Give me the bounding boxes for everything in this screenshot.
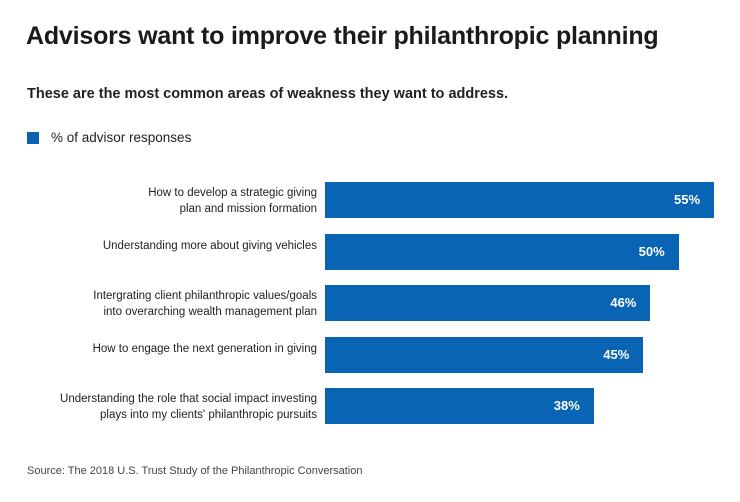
data-label: 55% <box>674 192 701 207</box>
category-label: How to develop a strategic giving plan a… <box>148 187 317 215</box>
bar <box>325 337 644 373</box>
data-label: 50% <box>638 244 665 259</box>
legend: % of advisor responses <box>27 130 191 145</box>
data-label: 45% <box>603 347 630 362</box>
chart-title: Advisors want to improve their philanthr… <box>26 22 659 50</box>
legend-label: % of advisor responses <box>51 130 192 145</box>
bar <box>325 285 651 321</box>
legend-swatch <box>27 131 39 144</box>
bar <box>325 388 594 424</box>
bar <box>325 182 714 218</box>
category-label: Understanding the role that social impac… <box>60 393 317 421</box>
category-label: How to engage the next generation in giv… <box>92 343 317 355</box>
bar <box>325 234 679 270</box>
category-label: Understanding more about giving vehicles <box>102 240 317 252</box>
category-label: Intergrating client philanthropic values… <box>93 290 317 318</box>
chart-subtitle: These are the most common areas of weakn… <box>27 86 509 102</box>
data-label: 46% <box>610 295 637 310</box>
source-note: Source: The 2018 U.S. Trust Study of the… <box>27 465 363 477</box>
data-label: 38% <box>553 398 580 413</box>
